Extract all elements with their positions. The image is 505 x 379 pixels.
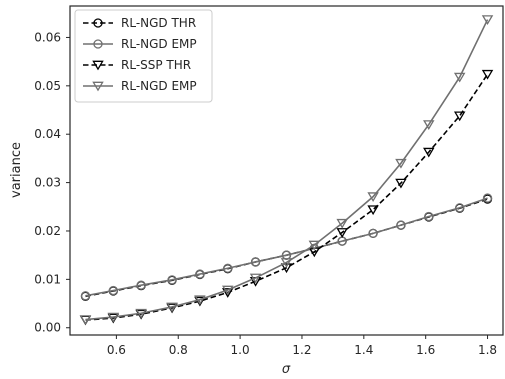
y-axis-label: variance xyxy=(9,142,24,198)
data-point xyxy=(308,240,321,251)
x-tick-label: 1.4 xyxy=(354,343,373,357)
series-line xyxy=(85,197,488,297)
data-point xyxy=(166,302,178,313)
legend-marker xyxy=(93,39,103,49)
legend: RL-NGD THR RL-NGD EMP RL-SSP THR RL-NGD EMP xyxy=(74,9,213,103)
ticks-layer: 0.6 0.8 1.0 1.2 1.4 1.6 1.8 0.00 0.01 0.02 0.03 0.0… xyxy=(34,30,497,357)
legend-item: RL-NGD EMP xyxy=(83,37,197,51)
series-layer xyxy=(79,15,494,326)
y-tick-label: 0.04 xyxy=(34,127,61,141)
x-tick-label: 1.6 xyxy=(416,343,435,357)
data-point xyxy=(481,15,494,25)
data-point xyxy=(280,263,293,274)
data-point xyxy=(221,285,234,296)
x-axis-label: σ xyxy=(282,362,291,377)
series-line xyxy=(85,19,489,321)
data-point xyxy=(368,228,378,239)
data-point xyxy=(453,72,466,83)
legend-item: RL-NGD EMP xyxy=(83,79,197,93)
y-tick-label: 0.02 xyxy=(34,224,61,238)
y-tick-label: 0.05 xyxy=(34,79,61,93)
data-point xyxy=(423,120,435,130)
legend-marker xyxy=(93,18,103,28)
y-tick-label: 0.06 xyxy=(34,30,61,44)
data-point xyxy=(80,291,91,301)
legend-label: RL-NGD EMP xyxy=(121,79,197,93)
data-point xyxy=(280,258,293,268)
legend-label: RL-NGD EMP xyxy=(121,37,197,51)
data-point xyxy=(79,315,92,325)
data-point xyxy=(107,312,120,323)
legend-item: RL-SSP THR xyxy=(83,58,191,72)
legend-item: RL-NGD THR xyxy=(83,16,196,30)
data-point xyxy=(167,275,177,285)
data-point xyxy=(481,69,494,80)
data-point xyxy=(195,269,205,279)
x-tick-label: 1.2 xyxy=(292,343,311,357)
y-tick-label: 0.00 xyxy=(34,321,61,335)
x-tick-label: 1.8 xyxy=(478,343,497,357)
x-tick-label: 0.8 xyxy=(169,343,188,357)
data-point xyxy=(221,288,234,298)
legend-marker xyxy=(92,81,104,92)
data-point xyxy=(453,111,466,122)
series-3 xyxy=(79,15,494,325)
data-point xyxy=(455,203,465,213)
data-point xyxy=(482,193,493,203)
data-point xyxy=(223,263,233,273)
y-tick-label: 0.01 xyxy=(34,272,61,286)
x-tick-label: 0.6 xyxy=(107,343,126,357)
legend-label: RL-SSP THR xyxy=(121,58,191,72)
data-point xyxy=(396,220,406,230)
data-point xyxy=(367,192,379,203)
data-point xyxy=(367,205,379,216)
data-point xyxy=(336,228,348,238)
data-point xyxy=(135,308,147,319)
data-point xyxy=(423,147,435,158)
data-point xyxy=(336,218,348,229)
data-point xyxy=(194,295,206,306)
legend-box xyxy=(74,9,213,103)
legend-label: RL-NGD THR xyxy=(121,16,196,30)
y-tick-label: 0.03 xyxy=(34,176,61,190)
data-point xyxy=(136,280,146,290)
data-point xyxy=(424,211,434,222)
data-point xyxy=(194,296,206,307)
data-point xyxy=(395,158,407,169)
data-point xyxy=(249,273,262,284)
data-point xyxy=(108,285,118,296)
legend-marker xyxy=(92,60,104,71)
data-point xyxy=(250,257,261,267)
data-point xyxy=(395,178,407,189)
x-tick-label: 1.0 xyxy=(231,343,250,357)
